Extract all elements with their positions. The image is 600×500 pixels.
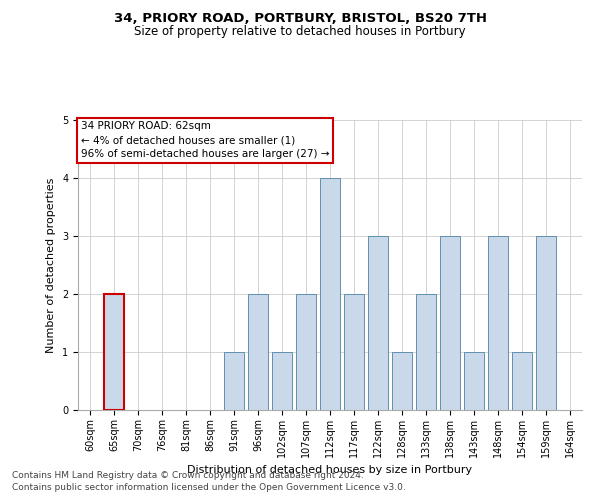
Text: 34, PRIORY ROAD, PORTBURY, BRISTOL, BS20 7TH: 34, PRIORY ROAD, PORTBURY, BRISTOL, BS20… [113,12,487,26]
Bar [104,294,124,410]
Bar [104,294,124,410]
Bar [224,352,244,410]
Bar [296,294,316,410]
Bar [344,294,364,410]
Text: Contains HM Land Registry data © Crown copyright and database right 2024.: Contains HM Land Registry data © Crown c… [12,471,364,480]
Bar [536,236,556,410]
Text: 34 PRIORY ROAD: 62sqm
← 4% of detached houses are smaller (1)
96% of semi-detach: 34 PRIORY ROAD: 62sqm ← 4% of detached h… [80,122,329,160]
Bar [248,294,268,410]
Bar [488,236,508,410]
Text: Size of property relative to detached houses in Portbury: Size of property relative to detached ho… [134,25,466,38]
Bar [416,294,436,410]
Bar [368,236,388,410]
Bar [392,352,412,410]
Y-axis label: Number of detached properties: Number of detached properties [46,178,56,352]
Bar [320,178,340,410]
Text: Contains public sector information licensed under the Open Government Licence v3: Contains public sector information licen… [12,484,406,492]
X-axis label: Distribution of detached houses by size in Portbury: Distribution of detached houses by size … [187,466,473,475]
Bar [512,352,532,410]
Bar [440,236,460,410]
Bar [464,352,484,410]
Bar [272,352,292,410]
